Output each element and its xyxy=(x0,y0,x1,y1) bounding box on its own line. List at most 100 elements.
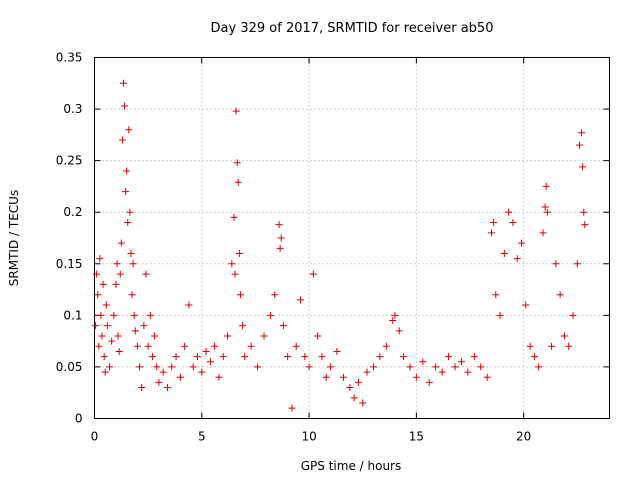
data-point xyxy=(128,291,136,299)
data-point xyxy=(92,322,100,330)
x-axis-label: GPS time / hours xyxy=(301,459,402,473)
y-tick-label: 0.25 xyxy=(56,154,83,168)
data-point xyxy=(236,291,244,299)
data-point xyxy=(219,353,227,361)
x-tick-label: 20 xyxy=(516,430,531,444)
data-point xyxy=(573,260,581,268)
data-point xyxy=(301,353,309,361)
data-point xyxy=(168,363,176,371)
data-point xyxy=(560,332,568,340)
y-axis-label: SRMTID / TECUs xyxy=(7,190,21,286)
data-point xyxy=(275,221,283,229)
data-point xyxy=(369,363,377,371)
data-point xyxy=(94,291,102,299)
data-point xyxy=(233,159,241,167)
x-tick-label: 15 xyxy=(409,430,424,444)
data-point xyxy=(176,373,184,381)
data-point xyxy=(359,399,367,407)
data-point xyxy=(556,291,564,299)
data-point xyxy=(140,322,148,330)
x-tick-label: 10 xyxy=(301,430,316,444)
data-point xyxy=(327,363,335,371)
data-point xyxy=(530,353,538,361)
data-point xyxy=(115,347,123,355)
data-point xyxy=(247,342,255,350)
data-point xyxy=(346,384,354,392)
data-point xyxy=(333,347,341,355)
data-point xyxy=(159,368,167,376)
data-point xyxy=(260,332,268,340)
data-point xyxy=(254,363,262,371)
data-point xyxy=(470,353,478,361)
data-point xyxy=(339,373,347,381)
data-point xyxy=(239,322,247,330)
data-point xyxy=(206,358,214,366)
data-point xyxy=(496,311,504,319)
data-point xyxy=(93,270,101,278)
data-point xyxy=(284,353,292,361)
data-point xyxy=(505,208,513,216)
data-point xyxy=(464,368,472,376)
data-point xyxy=(542,182,550,190)
data-point xyxy=(130,311,138,319)
data-point xyxy=(110,311,118,319)
grid-lines xyxy=(94,57,610,419)
data-point xyxy=(425,378,433,386)
data-point xyxy=(124,219,132,227)
data-point xyxy=(276,244,284,252)
data-point xyxy=(215,373,223,381)
data-point xyxy=(235,249,243,257)
data-point xyxy=(129,260,137,268)
data-point xyxy=(575,141,583,149)
data-point xyxy=(185,301,193,309)
data-point xyxy=(172,353,180,361)
data-point xyxy=(314,332,322,340)
axis-ticks: 0 0.05 0.1 0.15 0.2 0.25 0.3 0.35 0 5 10 15 20 xyxy=(56,51,610,444)
data-point xyxy=(100,353,108,361)
data-point xyxy=(211,342,219,350)
data-point xyxy=(419,358,427,366)
data-point xyxy=(202,347,210,355)
x-tick-label: 0 xyxy=(91,430,99,444)
data-point xyxy=(412,373,420,381)
data-point xyxy=(539,229,547,237)
data-point xyxy=(451,363,459,371)
data-point xyxy=(391,311,399,319)
y-tick-label: 0.15 xyxy=(56,257,83,271)
data-point xyxy=(509,219,517,227)
data-point xyxy=(552,260,560,268)
data-point xyxy=(127,249,135,257)
data-point xyxy=(438,368,446,376)
data-point xyxy=(492,291,500,299)
data-point xyxy=(230,213,238,221)
data-point xyxy=(535,363,543,371)
data-point xyxy=(541,203,549,211)
data-point xyxy=(376,353,384,361)
data-point xyxy=(155,378,163,386)
data-point xyxy=(234,178,242,186)
data-point xyxy=(548,342,556,350)
data-point xyxy=(194,353,201,361)
data-point xyxy=(122,188,130,196)
data-point xyxy=(487,229,495,237)
y-tick-label: 0.2 xyxy=(63,205,82,219)
data-point xyxy=(432,363,440,371)
data-point xyxy=(389,317,397,325)
data-point xyxy=(131,327,139,335)
data-point xyxy=(581,221,589,229)
data-point xyxy=(95,342,103,350)
data-point xyxy=(579,163,587,171)
data-points xyxy=(92,79,589,412)
data-point xyxy=(146,311,154,319)
data-point xyxy=(490,219,498,227)
x-tick-label: 5 xyxy=(198,430,206,444)
data-point xyxy=(106,363,114,371)
data-point xyxy=(400,353,407,361)
data-point xyxy=(224,332,232,340)
data-point xyxy=(322,373,330,381)
data-point xyxy=(318,353,326,361)
data-point xyxy=(153,363,161,371)
data-point xyxy=(513,255,521,263)
data-point xyxy=(241,353,249,361)
data-point xyxy=(305,363,313,371)
